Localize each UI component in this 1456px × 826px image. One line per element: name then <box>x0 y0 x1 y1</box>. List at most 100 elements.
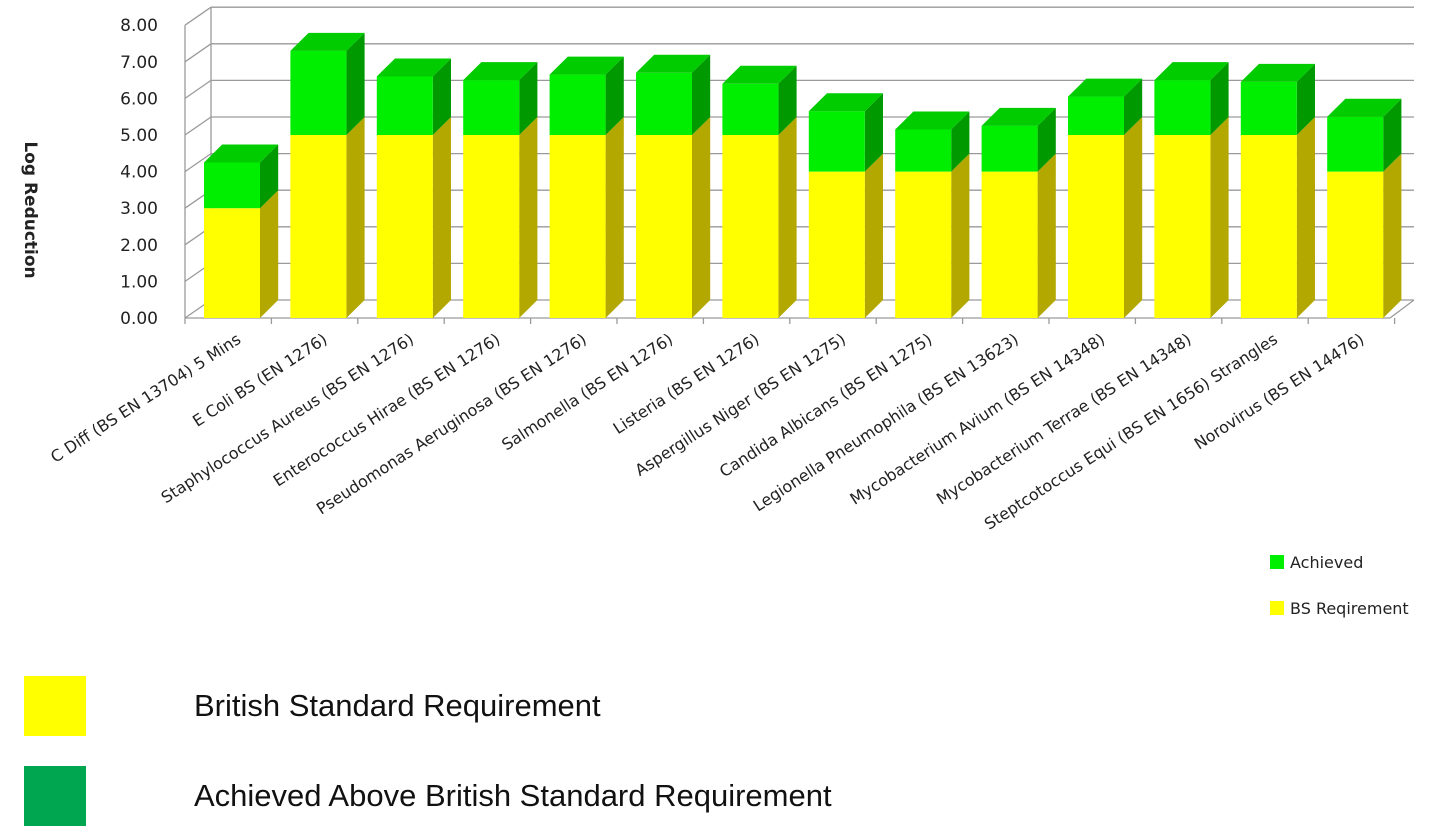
bar-front <box>549 135 606 318</box>
bar-side <box>1037 153 1056 318</box>
bar-front <box>290 135 347 318</box>
bar-top <box>549 56 624 75</box>
bar-side <box>605 117 624 318</box>
bar-front <box>1154 80 1211 135</box>
bar-segment-achieved <box>722 65 797 135</box>
y-axis-ticks: 0.00 1.00 2.00 3.00 4.00 5.00 6.00 7.00 8.00 <box>120 16 158 329</box>
bar-segment-requirement <box>981 153 1056 318</box>
bar-side <box>692 54 711 135</box>
bar-side <box>778 117 797 318</box>
legend-label: BS Reqirement <box>1290 599 1409 618</box>
legend-swatch <box>1270 555 1284 569</box>
bar-segment-requirement <box>636 117 711 318</box>
green-swatch <box>24 766 86 826</box>
bar-side <box>951 153 970 318</box>
bar-top <box>376 58 451 77</box>
gridline-side <box>184 6 212 26</box>
bar-segment-requirement <box>204 190 279 318</box>
bar-side <box>1383 153 1402 318</box>
bar-side <box>778 65 797 135</box>
bar-segment-achieved <box>549 56 624 135</box>
bar-side <box>1124 78 1143 135</box>
bar-front <box>463 80 520 135</box>
bar-top <box>895 111 970 130</box>
bar-segment-requirement <box>895 153 970 318</box>
gridline-side <box>184 116 212 136</box>
bar-front <box>722 83 779 135</box>
bar-front <box>1240 81 1297 135</box>
bar-segment-achieved <box>290 32 365 135</box>
bar-segment-requirement <box>722 117 797 318</box>
bar-front <box>981 171 1038 318</box>
gridline-side <box>184 153 212 173</box>
y-tick-label: 4.00 <box>120 163 158 183</box>
bar-front <box>808 171 865 318</box>
bar-side <box>346 117 365 318</box>
bar-side <box>346 32 365 135</box>
bar-front <box>1068 96 1124 135</box>
bar-side <box>260 190 279 318</box>
bar-segment-requirement <box>1068 117 1143 318</box>
x-category-label: Listeria (BS EN 1276) <box>610 329 763 438</box>
bar-front <box>1068 135 1124 318</box>
bar-top <box>290 32 365 51</box>
gridline-side <box>184 79 212 99</box>
bar-side <box>692 117 711 318</box>
key-label-achieved: Achieved Above British Standard Requirem… <box>194 778 832 813</box>
bar-segment-requirement <box>549 117 624 318</box>
bar-top <box>981 107 1056 126</box>
bar-side <box>1296 63 1315 135</box>
bar-segment-achieved <box>1327 98 1402 172</box>
stacked-bar-chart: 0.00 1.00 2.00 3.00 4.00 5.00 6.00 7.00 8.00 C D… <box>20 6 1415 618</box>
bar-front <box>1327 116 1384 172</box>
bar-segment-requirement <box>1240 117 1315 318</box>
bar-side <box>1296 117 1315 318</box>
bar-side <box>864 153 883 318</box>
chart-legend: Achieved BS Reqirement <box>1270 553 1409 618</box>
bar-top <box>808 93 883 112</box>
bar-segment-achieved <box>463 62 538 135</box>
bar-front <box>1240 135 1297 318</box>
bar-front <box>895 171 952 318</box>
bar-side <box>951 111 970 172</box>
y-tick-label: 1.00 <box>120 272 158 292</box>
floor-side-edge <box>1389 299 1415 319</box>
gridlines <box>184 6 1415 324</box>
bar-side <box>1210 117 1229 318</box>
bar-top <box>1068 78 1143 97</box>
bar-segment-achieved <box>636 54 711 135</box>
bar-top <box>1327 98 1402 117</box>
bar-top <box>204 144 279 163</box>
y-axis-title: Log Reduction <box>20 141 40 278</box>
gridline-side <box>184 43 212 63</box>
bar-front <box>808 111 865 172</box>
bar-side <box>1037 107 1056 172</box>
bar-segment-requirement <box>808 153 883 318</box>
y-tick-label: 7.00 <box>120 53 158 73</box>
bar-front <box>636 135 692 318</box>
legend-swatch <box>1270 601 1284 615</box>
bar-side <box>864 93 883 172</box>
bar-top <box>636 54 711 73</box>
bar-front <box>1154 135 1211 318</box>
x-category-label: Salmonella (BS EN 1276) <box>498 329 676 454</box>
y-tick-label: 6.00 <box>120 89 158 109</box>
bar-segment-requirement <box>1327 153 1402 318</box>
y-tick-label: 0.00 <box>120 309 158 329</box>
bar-top <box>1154 62 1229 81</box>
bar-side <box>1124 117 1143 318</box>
bar-front <box>290 50 347 135</box>
y-tick-label: 3.00 <box>120 199 158 219</box>
bar-side <box>605 56 624 135</box>
bar-segment-requirement <box>463 117 538 318</box>
bar-top <box>1240 63 1315 82</box>
bar-segment-achieved <box>1154 62 1229 135</box>
bar-front <box>376 76 433 135</box>
bar-front <box>376 135 433 318</box>
bar-top <box>463 62 538 81</box>
bar-side <box>432 117 451 318</box>
bar-front <box>722 135 779 318</box>
bar-front <box>204 162 260 209</box>
bar-segment-achieved <box>1068 78 1143 135</box>
bar-segment-requirement <box>290 117 365 318</box>
